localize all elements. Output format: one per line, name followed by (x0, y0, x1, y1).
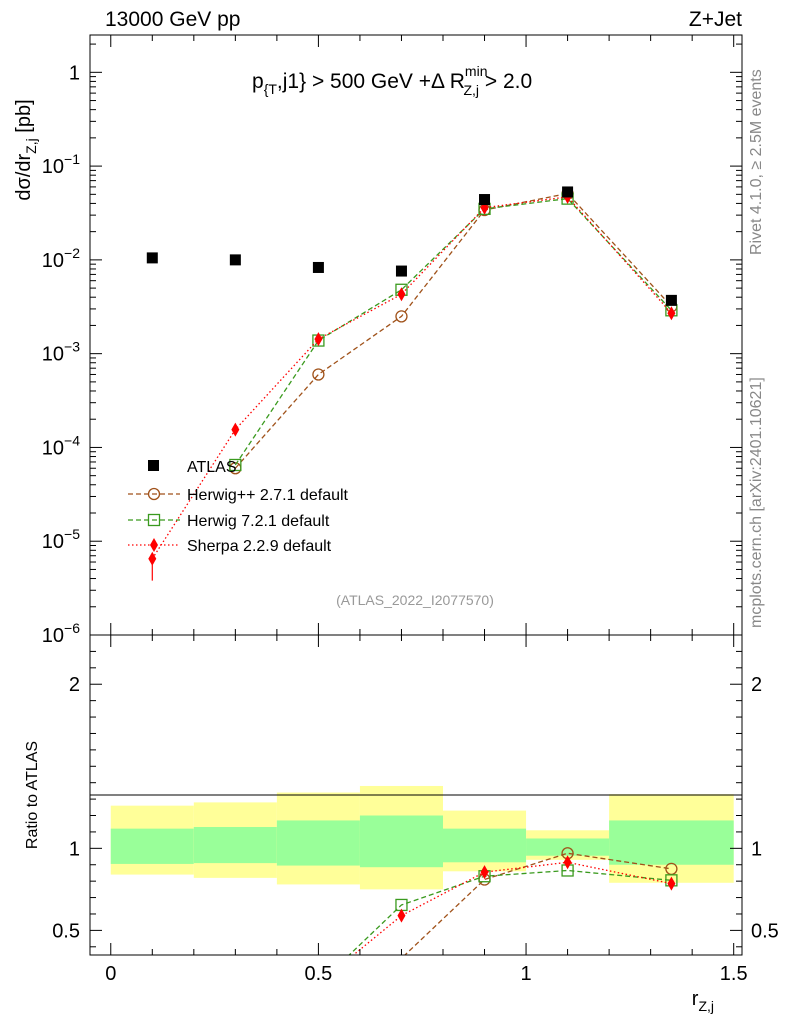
mcplots-label: mcplots.cern.ch [arXiv:2401.10621] (748, 377, 765, 628)
header-process: Z+Jet (689, 8, 742, 31)
data-point-1 (395, 310, 408, 323)
ratio-y-tick-label-right: 0.5 (751, 920, 779, 942)
main-y-tick-base: 10 (42, 250, 64, 272)
ratio-point-2 (667, 876, 676, 891)
main-y-tick-base: 10 (42, 625, 64, 647)
main-y-tick-label: 10−2 (42, 245, 80, 272)
main-y-tick-exponent: −5 (64, 526, 80, 542)
data-point-0 (395, 265, 407, 277)
main-y-tick-exponent: −4 (64, 432, 80, 448)
main-y-tick-base: 1 (69, 62, 80, 84)
x-tick-label: 0.5 (305, 963, 333, 985)
main-y-axis: 10−610−510−410−310−210−11 (42, 35, 742, 647)
data-point-0 (479, 194, 491, 206)
x-axis-label: rZ,j (692, 988, 714, 1014)
main-y-tick-exponent: −3 (64, 339, 80, 355)
main-y-tick-base: 10 (42, 344, 64, 366)
main-y-tick-label: 10−5 (42, 526, 80, 553)
ratio-plot-frame (89, 634, 743, 956)
data-point-3 (148, 551, 157, 566)
ratio-band-inner (110, 828, 194, 864)
legend-label-herwig7: Herwig 7.2.1 default (187, 513, 330, 530)
main-y-tick-label: 1 (69, 62, 80, 84)
ratio-y-tick-label-right: 1 (751, 838, 762, 860)
series-line-3 (151, 196, 672, 560)
data-point-0 (146, 252, 158, 264)
ratio-uncertainty-bands (110, 785, 734, 890)
ratio-point-2 (397, 908, 406, 923)
ratio-band-inner (526, 838, 610, 856)
ratio-y-tick-label-right: 2 (751, 674, 762, 696)
legend-item-herwigpp: Herwig++ 2.7.1 default (128, 487, 349, 504)
main-y-tick-label: 10−1 (42, 151, 80, 178)
data-point-3 (397, 287, 406, 302)
data-point-0 (229, 254, 241, 266)
legend-item-atlas: ATLAS (148, 459, 237, 476)
legend: ATLAS Herwig++ 2.7.1 default Herwig 7.2.… (128, 459, 349, 555)
main-title: p{T,j1} > 500 GeV +Δ Rmin Z,j > 2.0 (252, 63, 532, 98)
legend-label-atlas: ATLAS (187, 459, 237, 476)
main-y-axis-label: dσ/drZ,j [pb] (13, 99, 39, 200)
header-energy: 13000 GeV pp (105, 8, 240, 31)
main-y-tick-exponent: −1 (64, 151, 80, 167)
ratio-point-2 (563, 855, 572, 870)
ratio-point-2 (480, 865, 489, 880)
data-point-0 (562, 186, 574, 198)
main-y-tick-exponent: −2 (64, 245, 80, 261)
main-series-layer (146, 186, 678, 581)
rivet-version-label: Rivet 4.1.0, ≥ 2.5M events (748, 69, 765, 255)
x-tick-label: 1 (520, 963, 531, 985)
data-point-2 (229, 458, 242, 472)
main-y-tick-label: 10−3 (42, 339, 80, 366)
analysis-watermark: (ATLAS_2022_I2077570) (336, 592, 494, 608)
legend-label-herwigpp: Herwig++ 2.7.1 default (187, 487, 349, 504)
data-point-0 (665, 294, 677, 306)
ratio-axes: 0.5 0.5 1 1 2 2 0 0.5 1 1.5 (52, 635, 779, 985)
ratio-y-axis-label: Ratio to ATLAS (24, 741, 41, 849)
ratio-series-layer (348, 847, 678, 955)
ratio-band-inner (442, 828, 527, 863)
ratio-y-tick-label-left: 2 (69, 674, 80, 696)
legend-label-sherpa: Sherpa 2.2.9 default (187, 538, 332, 555)
main-y-tick-base: 10 (42, 437, 64, 459)
ratio-band-inner (609, 820, 734, 865)
legend-item-herwig7: Herwig 7.2.1 default (128, 513, 330, 530)
main-y-tick-label: 10−6 (42, 620, 80, 647)
ratio-band-inner (276, 820, 360, 866)
ratio-line-0 (403, 852, 672, 955)
legend-item-sherpa: Sherpa 2.2.9 default (128, 538, 332, 555)
series-line-2 (234, 197, 672, 466)
ratio-y-tick-label-left: 0.5 (52, 920, 80, 942)
data-point-3 (667, 306, 676, 321)
ratio-band-inner (359, 815, 443, 868)
x-tick-label: 1.5 (720, 963, 748, 985)
ratio-band-inner (193, 827, 277, 864)
ratio-y-tick-label-left: 1 (69, 838, 80, 860)
main-y-tick-label: 10−4 (42, 432, 80, 459)
main-y-tick-base: 10 (42, 156, 64, 178)
main-y-tick-exponent: −6 (64, 620, 80, 636)
data-point-1 (312, 368, 325, 381)
main-y-tick-base: 10 (42, 531, 64, 553)
series-line-1 (234, 192, 672, 469)
x-tick-label: 0 (105, 963, 116, 985)
data-point-0 (312, 261, 324, 273)
data-point-3 (231, 422, 240, 437)
data-point-3 (314, 332, 323, 347)
